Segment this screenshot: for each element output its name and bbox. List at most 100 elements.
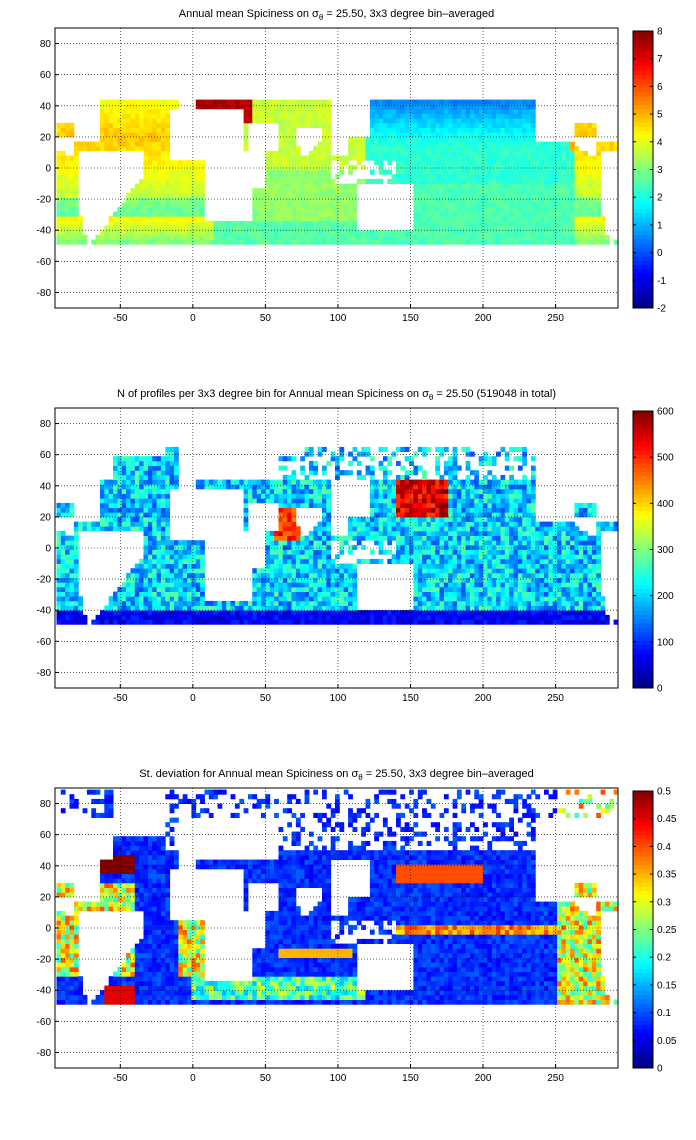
heatmap-cell (517, 183, 523, 189)
heatmap-cell (430, 600, 436, 606)
heatmap-cell (387, 108, 393, 114)
heatmap-cell (452, 155, 458, 161)
heatmap-cell (517, 108, 523, 114)
heatmap-cell (252, 197, 258, 203)
heatmap-cell (165, 535, 171, 541)
heatmap-cell (160, 141, 166, 147)
heatmap-cell (356, 460, 362, 466)
heatmap-cell (322, 113, 327, 119)
heatmap-cell (147, 596, 153, 602)
heatmap-cell (261, 206, 266, 212)
heatmap-cell (152, 516, 157, 522)
heatmap-cell (465, 150, 471, 156)
heatmap-cell (470, 230, 475, 236)
heatmap-cell (339, 183, 345, 189)
heatmap-cell (456, 99, 462, 105)
heatmap-cell (509, 192, 514, 198)
heatmap-cell (504, 178, 510, 184)
heatmap-cell (313, 596, 319, 602)
heatmap-cell (182, 192, 188, 198)
heatmap-cell (104, 104, 110, 110)
heatmap-cell (265, 614, 271, 620)
heatmap-cell (326, 460, 332, 466)
heatmap-cell (169, 600, 175, 606)
heatmap-cell (509, 178, 514, 184)
heatmap-cell (195, 99, 201, 105)
heatmap-cell (417, 619, 423, 625)
heatmap-cell (544, 197, 549, 203)
heatmap-cell (104, 141, 110, 147)
heatmap-cell (417, 202, 423, 208)
heatmap-cell (134, 610, 140, 616)
heatmap-cell (322, 174, 327, 180)
heatmap-cell (448, 155, 453, 161)
heatmap-cell (147, 239, 153, 245)
heatmap-cell (78, 600, 83, 606)
heatmap-cell (487, 104, 493, 110)
heatmap-cell (348, 234, 353, 240)
heatmap-cell (130, 521, 136, 527)
heatmap-cell (352, 530, 358, 536)
heatmap-cell (513, 225, 519, 231)
heatmap-cell (73, 174, 79, 180)
heatmap-cell (491, 127, 497, 133)
heatmap-cell (147, 498, 153, 504)
heatmap-cell (126, 619, 131, 625)
heatmap-cell (513, 118, 519, 124)
heatmap-cell (108, 216, 114, 222)
heatmap-cell (548, 197, 554, 203)
heatmap-cell (278, 169, 284, 175)
heatmap-cell (178, 230, 184, 236)
heatmap-cell (456, 512, 462, 518)
heatmap-cell (195, 169, 201, 175)
heatmap-cell (426, 118, 432, 124)
heatmap-cell (396, 169, 401, 175)
heatmap-cell (69, 596, 75, 602)
heatmap-cell (448, 206, 453, 212)
heatmap-cell (339, 451, 345, 457)
heatmap-cell (552, 164, 558, 170)
heatmap-cell (108, 512, 114, 518)
heatmap-cell (356, 530, 362, 536)
heatmap-cell (587, 155, 593, 161)
heatmap-cell (374, 155, 379, 161)
heatmap-cell (409, 239, 414, 245)
heatmap-cell (382, 132, 388, 138)
heatmap-cell (513, 188, 519, 194)
heatmap-cell (256, 479, 262, 485)
heatmap-cell (400, 488, 406, 494)
heatmap-cell (352, 610, 358, 616)
heatmap-cell (452, 521, 458, 527)
heatmap-cell (143, 108, 149, 114)
heatmap-cell (200, 619, 205, 625)
heatmap-cell (265, 164, 271, 170)
heatmap-cell (130, 192, 136, 198)
heatmap-cell (382, 99, 388, 105)
heatmap-cell (452, 484, 458, 490)
heatmap-cell (387, 127, 393, 133)
heatmap-cell (470, 164, 475, 170)
heatmap-cell (461, 507, 467, 513)
heatmap-cell (417, 577, 423, 583)
heatmap-cell (282, 535, 288, 541)
heatmap-cell (108, 507, 114, 513)
panel-profile-count: N of profiles per 3x3 degree bin for Ann… (0, 380, 696, 760)
heatmap-cell (160, 493, 166, 499)
heatmap-cell (113, 526, 118, 532)
heatmap-cell (330, 216, 336, 222)
heatmap-cell (487, 108, 493, 114)
heatmap-cell (139, 113, 144, 119)
heatmap-cell (278, 512, 284, 518)
heatmap-cell (426, 178, 432, 184)
heatmap-cell (165, 141, 171, 147)
heatmap-cell (474, 169, 480, 175)
heatmap-cell (282, 127, 288, 133)
heatmap-cell (435, 108, 440, 114)
heatmap-cell (274, 169, 279, 175)
heatmap-cell (352, 446, 358, 452)
heatmap-cell (252, 225, 258, 231)
heatmap-cell (448, 619, 453, 625)
heatmap-cell (435, 554, 440, 560)
heatmap-cell (443, 132, 449, 138)
heatmap-cell (578, 164, 584, 170)
